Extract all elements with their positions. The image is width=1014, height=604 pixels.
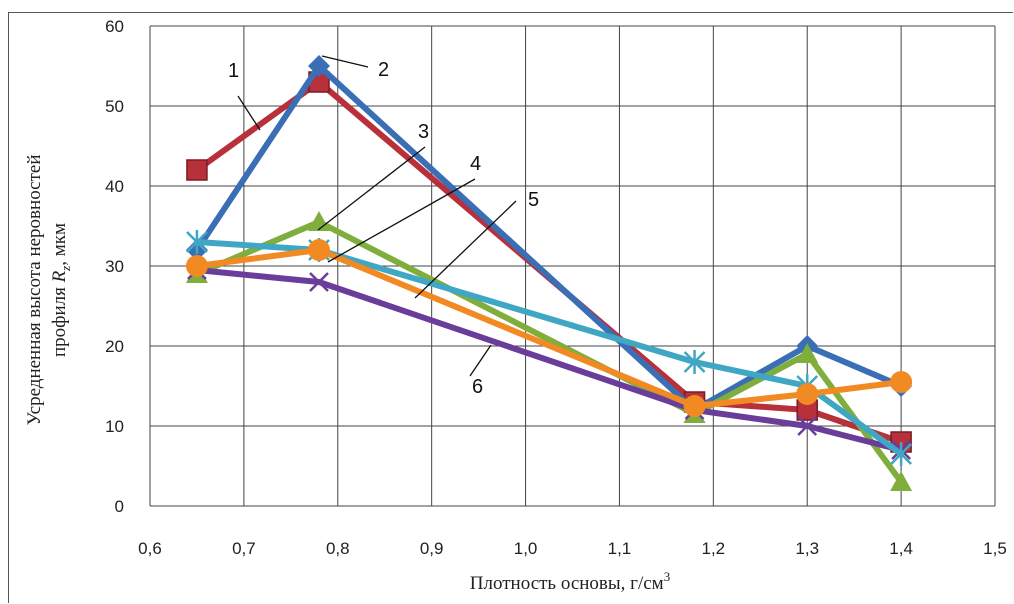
data-point-3-4 [890, 471, 913, 491]
callout-leader-1 [237, 95, 261, 131]
callout-label-2: 2 [378, 59, 389, 81]
x-tick-label: 1,5 [983, 539, 1007, 558]
x-tick-label: 0,9 [420, 539, 444, 558]
data-point-5-0 [186, 230, 208, 254]
data-point-6-3 [796, 383, 819, 405]
callout-leader-4 [327, 178, 476, 263]
callout-leader-5 [414, 200, 517, 299]
x-tick-label: 1,0 [514, 539, 538, 558]
x-tick-label: 1,4 [889, 539, 913, 558]
callout-leader-2 [321, 55, 369, 68]
callout-label-1: 1 [228, 60, 239, 82]
x-tick-label: 0,7 [232, 539, 256, 558]
chart-frame [8, 12, 1013, 603]
y-tick-label: 40 [105, 177, 124, 196]
data-point-4-3 [797, 416, 818, 436]
callout-leader-6 [469, 344, 492, 377]
series-6 [185, 239, 913, 417]
x-axis-title: Плотность основы, г/см3 [470, 569, 670, 594]
callout-leader-3 [317, 146, 426, 231]
y-tick-label: 0 [115, 497, 124, 516]
series-layer [185, 55, 913, 491]
y-axis-title-line1: Усредненная высота неровностей [24, 154, 45, 425]
callout-label-4: 4 [470, 153, 481, 175]
data-point-1-0 [186, 159, 208, 181]
data-point-3-3 [796, 343, 819, 363]
ticks: 0,6 0,7 0,8 0,9 1,0 1,1 1,2 1,3 1,4 1,5 0 10 20 30 40 5… [105, 17, 1007, 558]
data-point-3-1 [308, 211, 330, 231]
data-point-6-2 [683, 395, 706, 417]
x-tick-label: 1,2 [702, 539, 726, 558]
data-point-6-1 [308, 239, 330, 261]
x-tick-label: 0,8 [326, 539, 350, 558]
y-tick-label: 20 [105, 337, 124, 356]
series-line-1 [193, 79, 905, 445]
y-tick-label: 30 [105, 257, 124, 276]
series-2 [185, 55, 913, 421]
data-point-5-2 [683, 350, 706, 374]
y-tick-label: 60 [105, 17, 124, 36]
callout-layer: 1 2 3 4 5 6 [228, 55, 539, 398]
y-tick-label: 50 [105, 97, 124, 116]
data-point-6-0 [185, 255, 208, 277]
data-point-4-1 [309, 272, 329, 292]
data-point-2-1 [308, 55, 330, 77]
x-tick-label: 1,3 [795, 539, 819, 558]
callout-label-3: 3 [418, 121, 429, 143]
callout-label-5: 5 [528, 189, 539, 211]
data-point-5-4 [890, 442, 912, 466]
x-tick-label: 1,1 [608, 539, 632, 558]
x-tick-label: 0,6 [138, 539, 162, 558]
y-tick-label: 10 [105, 417, 124, 436]
callout-label-6: 6 [472, 376, 483, 398]
y-axis-title: Усредненная высота неровностей профиля R… [24, 154, 73, 425]
data-point-6-4 [890, 371, 913, 393]
y-axis-title-line2: профиля Rz, мкм [49, 223, 73, 357]
